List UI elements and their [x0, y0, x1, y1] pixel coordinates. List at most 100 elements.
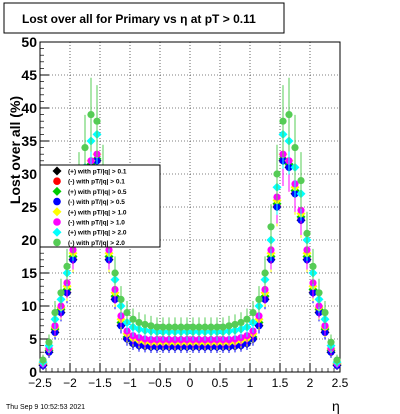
data-point: [327, 338, 335, 346]
x-tick-label: 0.5: [212, 376, 229, 390]
data-point: [315, 289, 323, 297]
data-point: [51, 309, 59, 317]
y-tick-label: 20: [21, 232, 37, 248]
data-point: [213, 323, 221, 331]
data-point: [237, 318, 245, 327]
data-point: [249, 309, 257, 317]
x-tick-label: −1.5: [88, 376, 112, 390]
legend-label: (-) with pT/|q| > 0.1: [68, 179, 125, 186]
data-point: [333, 356, 341, 364]
legend-entry: (+) with pT/|q| > 2.0: [52, 227, 127, 237]
data-point: [117, 295, 125, 303]
data-point: [309, 262, 317, 270]
legend-entry: (+) with pT/|q| > 0.5: [52, 186, 127, 196]
y-tick-label: 0: [29, 364, 37, 380]
legend-label: (-) with pT/|q| > 0.5: [68, 199, 125, 206]
legend-entry: (-) with pT/|q| > 0.5: [53, 197, 125, 206]
x-tick-label: −1: [123, 376, 137, 390]
y-axis-label: Lost over all (%): [7, 96, 23, 204]
legend-label: (-) with pT/|q| > 1.0: [68, 220, 125, 227]
data-point: [267, 223, 275, 231]
data-point: [165, 323, 173, 331]
x-tick-label: 0: [187, 376, 194, 390]
x-tick-label: −2: [63, 376, 77, 390]
legend-entry: (-) with pT/|q| > 2.0: [53, 238, 125, 247]
legend-marker: [52, 166, 62, 176]
data-point: [189, 323, 197, 331]
data-point: [159, 323, 167, 331]
y-tick-label: 35: [21, 133, 37, 149]
data-point: [87, 111, 95, 119]
legend-marker: [53, 218, 61, 226]
legend-entry: (-) with pT/|q| > 0.1: [53, 177, 125, 186]
data-point: [81, 144, 89, 152]
x-tick-label: 2: [307, 376, 314, 390]
x-tick-label: −2.5: [28, 376, 52, 390]
data-point: [93, 117, 101, 125]
data-point: [147, 322, 155, 330]
y-tick-label: 50: [21, 34, 37, 50]
legend-label: (+) with pT/|q| > 0.5: [68, 189, 127, 196]
y-tick-label: 15: [21, 265, 37, 281]
title-box: [3, 2, 285, 34]
data-point: [63, 262, 71, 270]
data-point: [141, 320, 149, 329]
data-point: [171, 323, 179, 331]
y-tick-label: 5: [29, 331, 37, 347]
x-axis-symbol: η: [332, 398, 340, 414]
y-tick-labels: 0 5 10 15 20 25 30 35 40 45 50: [21, 34, 37, 380]
data-point: [279, 117, 287, 125]
data-point: [129, 315, 137, 323]
data-point: [303, 229, 311, 237]
y-tick-label: 40: [21, 100, 37, 116]
legend-label: (+) with pT/|q| > 2.0: [68, 230, 127, 237]
legend-entry: (+) with pT/|q| > 0.1: [52, 166, 127, 176]
data-point: [153, 323, 161, 331]
data-point: [255, 295, 263, 303]
data-point: [285, 111, 293, 119]
legend-marker: [53, 197, 61, 206]
data-point: [111, 269, 119, 277]
data-point: [183, 323, 191, 331]
legend: (+) with pT/|q| > 0.1 (-) with pT/|q| > 0…: [39, 164, 161, 248]
legend-entry: (+) with pT/|q| > 1.0: [52, 207, 127, 217]
data-point: [177, 323, 185, 331]
legend-marker: [52, 207, 62, 217]
data-point: [123, 309, 131, 317]
legend-marker: [52, 186, 62, 196]
y-tick-label: 30: [21, 166, 37, 182]
data-point: [273, 170, 281, 178]
data-point: [231, 320, 239, 329]
legend-label: (+) with pT/|q| > 1.0: [68, 209, 127, 216]
x-tick-label: 1.5: [272, 376, 289, 390]
x-tick-label: −0.5: [148, 376, 172, 390]
chart-title: Lost over all for Primary vs η at pT > 0…: [22, 12, 256, 26]
legend-label: (-) with pT/|q| > 2.0: [68, 240, 125, 247]
data-point: [297, 177, 305, 185]
data-point: [291, 144, 299, 152]
timestamp: Thu Sep 9 10:52:53 2021: [6, 404, 85, 411]
data-point: [57, 289, 65, 297]
data-point: [195, 323, 203, 331]
data-point: [207, 323, 215, 331]
data-point: [225, 322, 233, 330]
x-tick-label: 2.5: [332, 376, 349, 390]
data-point: [261, 269, 269, 277]
x-tick-label: 1: [247, 376, 254, 390]
data-point: [243, 315, 251, 323]
y-tick-label: 45: [21, 67, 37, 83]
data-point: [219, 323, 227, 331]
legend-label: (+) with pT/|q| > 0.1: [68, 169, 127, 176]
x-tick-labels: −2.5 −2 −1.5 −1 −0.5 0 0.5 1 1.5 2 2.5: [28, 376, 349, 390]
legend-marker: [53, 177, 61, 185]
legend-entry: (-) with pT/|q| > 1.0: [53, 218, 125, 227]
data-point: [45, 338, 53, 346]
data-point: [39, 356, 47, 364]
legend-marker: [53, 238, 61, 247]
legend-marker: [52, 227, 62, 237]
y-tick-label: 10: [21, 298, 37, 314]
data-point: [135, 318, 143, 327]
data-point: [321, 309, 329, 317]
data-point: [201, 323, 209, 331]
